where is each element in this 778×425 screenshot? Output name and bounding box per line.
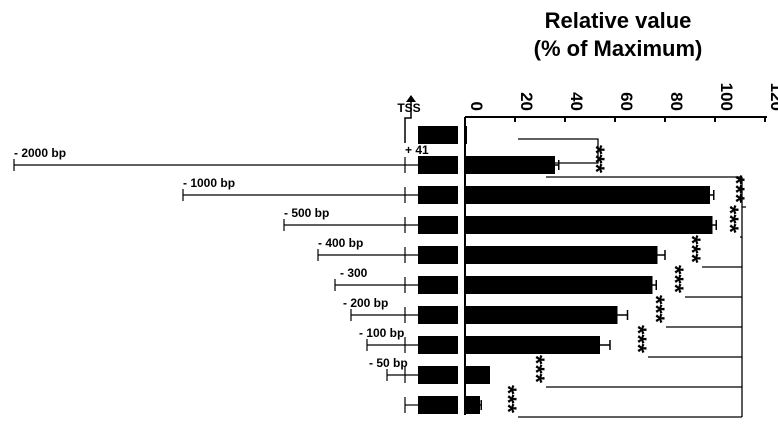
significance-brackets: *************************** — [494, 138, 749, 418]
x-tick-label: 40 — [567, 92, 586, 111]
construct-label: - 50 bp — [369, 356, 408, 370]
reporter-box — [418, 276, 458, 294]
bar — [465, 126, 467, 144]
significance-stars: *** — [661, 265, 688, 294]
construct-label: - 200 bp — [343, 296, 388, 310]
bar — [465, 186, 710, 204]
x-tick-label: 100 — [717, 83, 736, 111]
x-tick-label: 0 — [467, 102, 486, 111]
end-label: + 41 — [405, 143, 429, 157]
bar — [465, 306, 618, 324]
bar — [465, 276, 653, 294]
tss-arrowhead — [406, 95, 416, 102]
significance-stars: *** — [716, 205, 743, 234]
reporter-box — [418, 306, 458, 324]
bracket-arm — [518, 138, 599, 164]
reporter-box — [418, 246, 458, 264]
reporter-box — [418, 216, 458, 234]
significance-stars: *** — [494, 385, 521, 414]
significance-stars: *** — [522, 355, 549, 384]
x-tick-label: 60 — [617, 92, 636, 111]
bars — [465, 126, 717, 414]
title-line-1: Relative value — [545, 8, 692, 33]
chart-title: Relative value (% of Maximum) — [534, 8, 703, 61]
significance-stars: *** — [722, 175, 749, 204]
title-line-2: (% of Maximum) — [534, 36, 703, 61]
construct-label: - 300 — [340, 266, 368, 280]
construct-label: - 2000 bp — [14, 146, 66, 160]
construct-label: - 1000 bp — [183, 176, 235, 190]
significance-stars: *** — [582, 145, 609, 174]
construct-label: - 100 bp — [359, 326, 404, 340]
reporter-box — [418, 186, 458, 204]
tss-label: TSS — [397, 101, 420, 115]
bar — [465, 366, 490, 384]
reporter-box — [418, 396, 458, 414]
significance-stars: *** — [678, 235, 705, 264]
reporter-box — [418, 156, 458, 174]
reporter-box — [418, 366, 458, 384]
x-tick-label: 20 — [517, 92, 536, 111]
x-tick-label: 120 — [767, 83, 778, 111]
bar — [465, 216, 713, 234]
significance-stars: *** — [624, 325, 651, 354]
promoter-constructs: - 2000 bp - 1000 bp - 500 bp - 400 bp - 300 -… — [13, 95, 458, 414]
reporter-box — [418, 336, 458, 354]
bar — [465, 396, 480, 414]
reporter-box — [418, 126, 458, 144]
tss-arrow — [404, 100, 412, 143]
bar — [465, 156, 555, 174]
bar — [465, 246, 658, 264]
significance-stars: *** — [642, 295, 669, 324]
bar — [465, 336, 600, 354]
x-tick-label: 80 — [667, 92, 686, 111]
construct-label: - 500 bp — [284, 206, 329, 220]
construct-label: - 400 bp — [318, 236, 363, 250]
